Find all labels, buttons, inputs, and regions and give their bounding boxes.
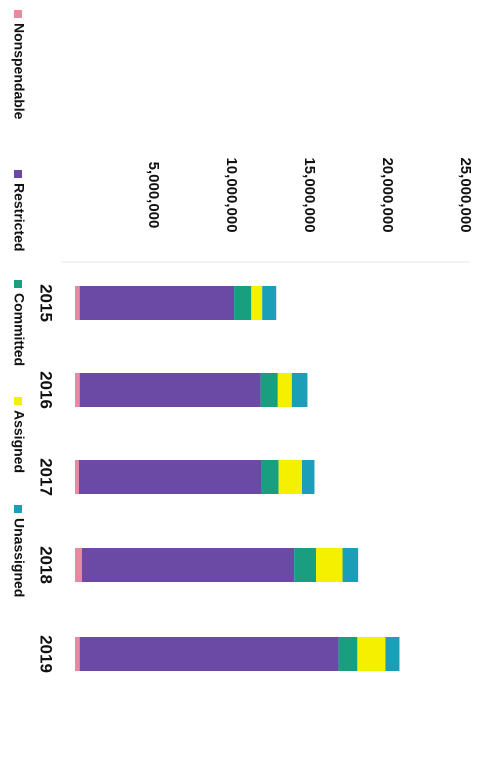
category-label: 2016 [37,371,56,409]
bar-segment-unassigned-2018 [342,548,359,582]
legend-swatch-nonspendable [14,10,22,18]
bar-segment-nonspendable-2017 [75,460,79,494]
legend: Nonspendable Restricted Committed Assigned U… [11,10,27,597]
legend-swatch-assigned [14,397,22,405]
bar-segment-assigned-2018 [316,548,343,582]
value-tick-label: 25,000,000 [457,157,474,232]
category-label: 2018 [37,546,56,584]
bar-segment-assigned-2015 [251,286,263,320]
bar-segment-assigned-2019 [357,637,386,671]
bar-segment-assigned-2017 [278,460,302,494]
category-label: 2015 [37,284,56,322]
bars [75,286,400,671]
value-tick-label: 20,000,000 [379,157,396,232]
category-labels: 2015 2016 2017 2018 2019 [37,284,56,673]
bar-segment-restricted-2018 [82,548,295,582]
bar-segment-assigned-2016 [277,373,292,407]
bar-segment-committed-2016 [260,373,278,407]
category-label: 2017 [37,458,56,496]
value-tick-label: 10,000,000 [223,157,240,232]
bar-segment-nonspendable-2019 [75,637,80,671]
bar-segment-unassigned-2016 [291,373,308,407]
value-tick-label: 15,000,000 [301,157,318,232]
value-tick-label: 5,000,000 [145,162,162,229]
bar-segment-restricted-2019 [79,637,339,671]
legend-label-restricted: Restricted [11,183,27,251]
legend-label-unassigned: Unassigned [11,518,27,597]
value-axis-ticks: 5,000,000 10,000,000 15,000,000 20,000,000 2… [145,157,474,232]
legend-swatch-restricted [14,170,22,178]
bar-segment-committed-2015 [234,286,252,320]
bar-segment-unassigned-2019 [385,637,400,671]
bar-segment-nonspendable-2015 [75,286,80,320]
legend-label-committed: Committed [11,293,27,366]
bar-segment-unassigned-2017 [301,460,315,494]
bar-segment-restricted-2016 [79,373,261,407]
bar-segment-committed-2018 [294,548,317,582]
bar-segment-committed-2017 [261,460,279,494]
bar-segment-restricted-2015 [79,286,235,320]
legend-label-nonspendable: Nonspendable [11,23,27,120]
bar-segment-unassigned-2015 [262,286,277,320]
bar-segment-nonspendable-2016 [75,373,80,407]
legend-swatch-committed [14,280,22,288]
bar-segment-nonspendable-2018 [75,548,83,582]
category-label: 2019 [37,635,56,673]
legend-swatch-unassigned [14,505,22,513]
bar-segment-restricted-2017 [78,460,262,494]
legend-label-assigned: Assigned [11,410,27,473]
bar-segment-committed-2019 [338,637,358,671]
